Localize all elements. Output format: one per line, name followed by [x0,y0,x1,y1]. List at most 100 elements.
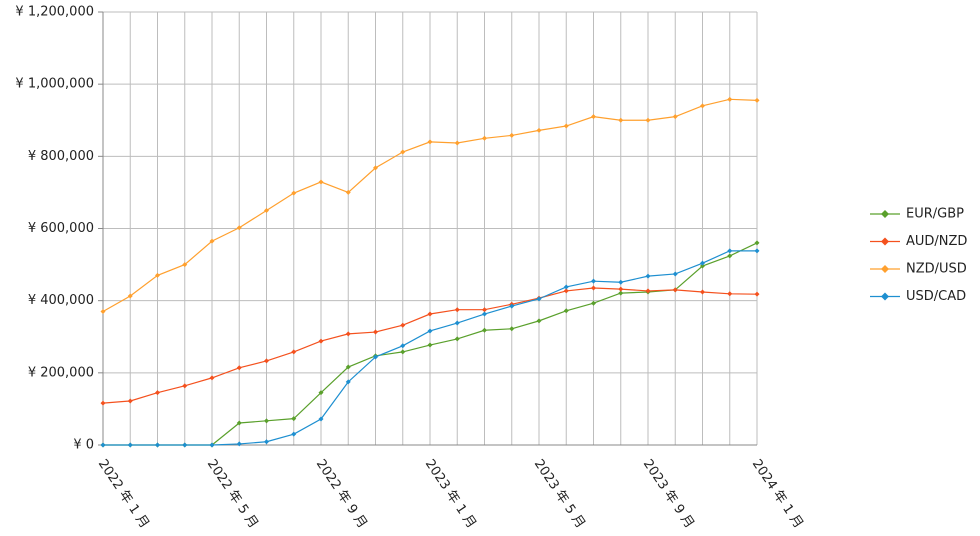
point [618,117,624,123]
legend-label: USD/CAD [906,289,966,304]
point [345,331,351,337]
point [400,149,406,155]
point [127,442,133,448]
legend-label: EUR/GBP [906,207,964,222]
legend-marker [881,210,889,218]
point [427,342,433,348]
point [700,263,705,269]
point [209,238,215,244]
point [427,311,433,317]
x-tick-label: 2022 年 5 月 [204,457,261,532]
point [454,320,460,326]
point [672,287,678,293]
point [563,123,569,129]
point [727,96,733,102]
point [618,279,624,285]
point [345,189,351,195]
point [563,284,569,290]
point [727,291,733,297]
point [264,439,269,445]
point [400,349,406,355]
legend-marker [881,265,889,273]
point [209,442,215,448]
legend-label: NZD/USD [906,262,967,277]
legend-label: AUD/NZD [906,234,967,249]
y-tick-label: ¥ 600,000 [28,221,94,236]
point [155,442,160,448]
point [700,103,705,109]
x-tick-label: 2022 年 1 月 [95,457,152,532]
point [618,290,624,296]
point [700,260,705,266]
point [264,418,269,424]
point [591,285,596,291]
point [291,431,297,437]
point [645,288,651,294]
point [482,327,487,333]
point [427,328,433,334]
point [672,114,678,120]
point [127,293,133,299]
point [591,278,596,284]
point [563,308,569,314]
y-tick-label: ¥ 400,000 [28,293,94,308]
point [454,336,460,342]
point [754,291,760,297]
x-tick-label: 2023 年 5 月 [531,457,588,532]
point [536,296,542,302]
legend-marker [881,292,889,301]
y-tick-label: ¥ 1,200,000 [15,5,94,20]
point [155,390,160,396]
point [509,326,515,332]
y-tick-label: ¥ 800,000 [28,149,94,164]
y-tick-label: ¥ 200,000 [28,365,94,380]
point [100,308,106,314]
point [264,358,269,364]
point [754,97,760,103]
point [727,253,733,259]
point [155,272,160,278]
point [100,400,106,406]
point [264,207,269,213]
point [400,322,406,328]
point [318,416,324,422]
point [373,165,378,171]
point [182,262,188,268]
y-tick-label: ¥ 1,000,000 [15,77,94,92]
point [482,311,487,317]
point [754,240,760,246]
point [318,338,324,344]
x-tick-label: 2022 年 9 月 [313,457,370,532]
point [754,248,760,254]
x-tick-label: 2023 年 1 月 [422,457,479,532]
point [454,307,460,313]
point [591,300,596,306]
point [618,286,624,292]
legend-marker [881,237,889,246]
point [536,127,542,133]
x-tick-label: 2023 年 9 月 [640,457,697,532]
point [182,383,188,389]
point [318,390,324,396]
point [672,271,678,277]
point [427,139,433,145]
point [373,354,378,360]
point [509,303,515,309]
point [291,190,297,196]
point [236,420,242,426]
point [209,375,215,381]
point [482,307,487,313]
point [236,365,242,371]
point [373,329,378,335]
point [182,442,188,448]
point [454,140,460,146]
point [291,416,297,422]
point [345,364,351,370]
point [236,225,242,231]
point [318,179,324,185]
point [536,318,542,324]
point [563,288,569,294]
point [400,343,406,349]
point [645,117,651,123]
